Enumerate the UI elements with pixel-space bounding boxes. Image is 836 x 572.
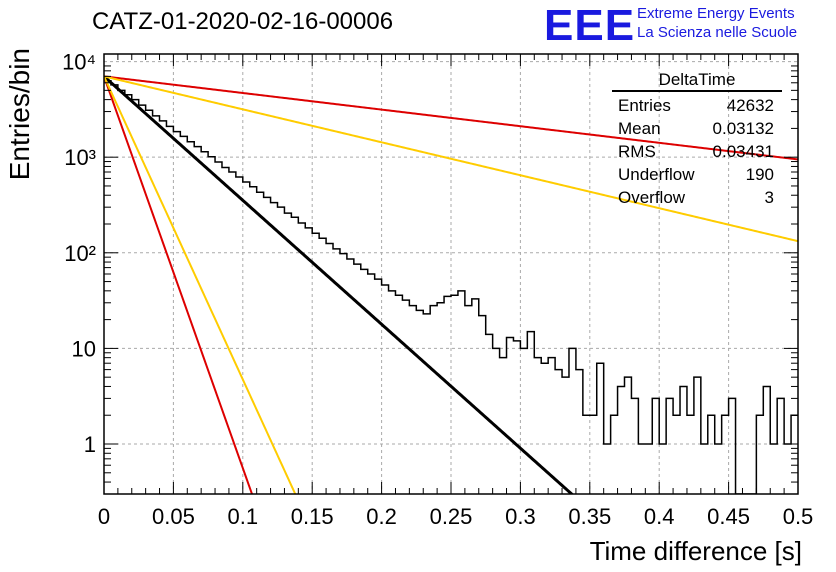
x-tick-label: 0.45 — [707, 504, 750, 529]
stats-value: 3 — [764, 188, 774, 207]
x-tick-label: 0.05 — [152, 504, 195, 529]
x-axis-label: Time difference [s] — [589, 536, 802, 566]
chart-title: CATZ-01-2020-02-16-00006 — [92, 8, 394, 35]
fit-curve — [104, 75, 798, 243]
x-tick-label: 0.15 — [291, 504, 334, 529]
x-tick-label: 0.35 — [568, 504, 611, 529]
stats-row: Mean 0.03132 — [612, 117, 782, 140]
x-tick-label: 0.4 — [644, 504, 675, 529]
eee-logo: EEE — [544, 1, 636, 50]
stats-row: Overflow 3 — [612, 186, 782, 209]
histogram-outline — [104, 80, 798, 494]
x-tick-label: 0.1 — [228, 504, 259, 529]
stats-row: Entries 42632 — [612, 94, 782, 117]
fit-curve — [104, 76, 254, 494]
logo-line-1: Extreme Energy Events — [637, 5, 795, 22]
stats-box-name: DeltaTime — [658, 70, 736, 89]
y-tick-label: 1 — [84, 432, 96, 457]
stats-box: DeltaTime Entries 42632 Mean 0.03132 RMS 0.… — [612, 70, 782, 209]
x-tick-label: 0.25 — [430, 504, 473, 529]
fit-curve — [104, 75, 574, 494]
x-tick-label: 0.5 — [783, 504, 814, 529]
y-tick-label: 10⁴ — [62, 50, 96, 75]
x-tick-label: 0.2 — [366, 504, 397, 529]
y-tick-label: 10² — [64, 241, 96, 266]
fit-curve — [104, 75, 798, 161]
logo-line-2: La Scienza nelle Scuole — [637, 24, 798, 41]
fit-curve — [104, 75, 297, 494]
x-tick-label: 0 — [98, 504, 110, 529]
stats-row: Underflow 190 — [612, 163, 782, 186]
stats-value: 0.03431 — [712, 142, 774, 161]
eee-logo-text: Extreme Energy Events La Scienza nelle S… — [637, 4, 797, 42]
stats-value: 190 — [745, 165, 774, 184]
stats-label: Entries — [618, 96, 671, 115]
x-tick-label: 0.3 — [505, 504, 536, 529]
y-tick-label: 10³ — [64, 145, 96, 170]
stats-value: 0.03132 — [712, 119, 774, 138]
y-axis-label: Entries/bin — [4, 48, 35, 181]
stats-label: Mean — [618, 119, 661, 138]
stats-label: Underflow — [618, 165, 695, 184]
stats-value: 42632 — [726, 96, 774, 115]
y-tick-label: 10 — [72, 336, 96, 361]
stats-box-rule — [612, 90, 782, 92]
stats-label: RMS — [618, 142, 656, 161]
stats-label: Overflow — [618, 188, 686, 207]
stats-row: RMS 0.03431 — [612, 140, 782, 163]
